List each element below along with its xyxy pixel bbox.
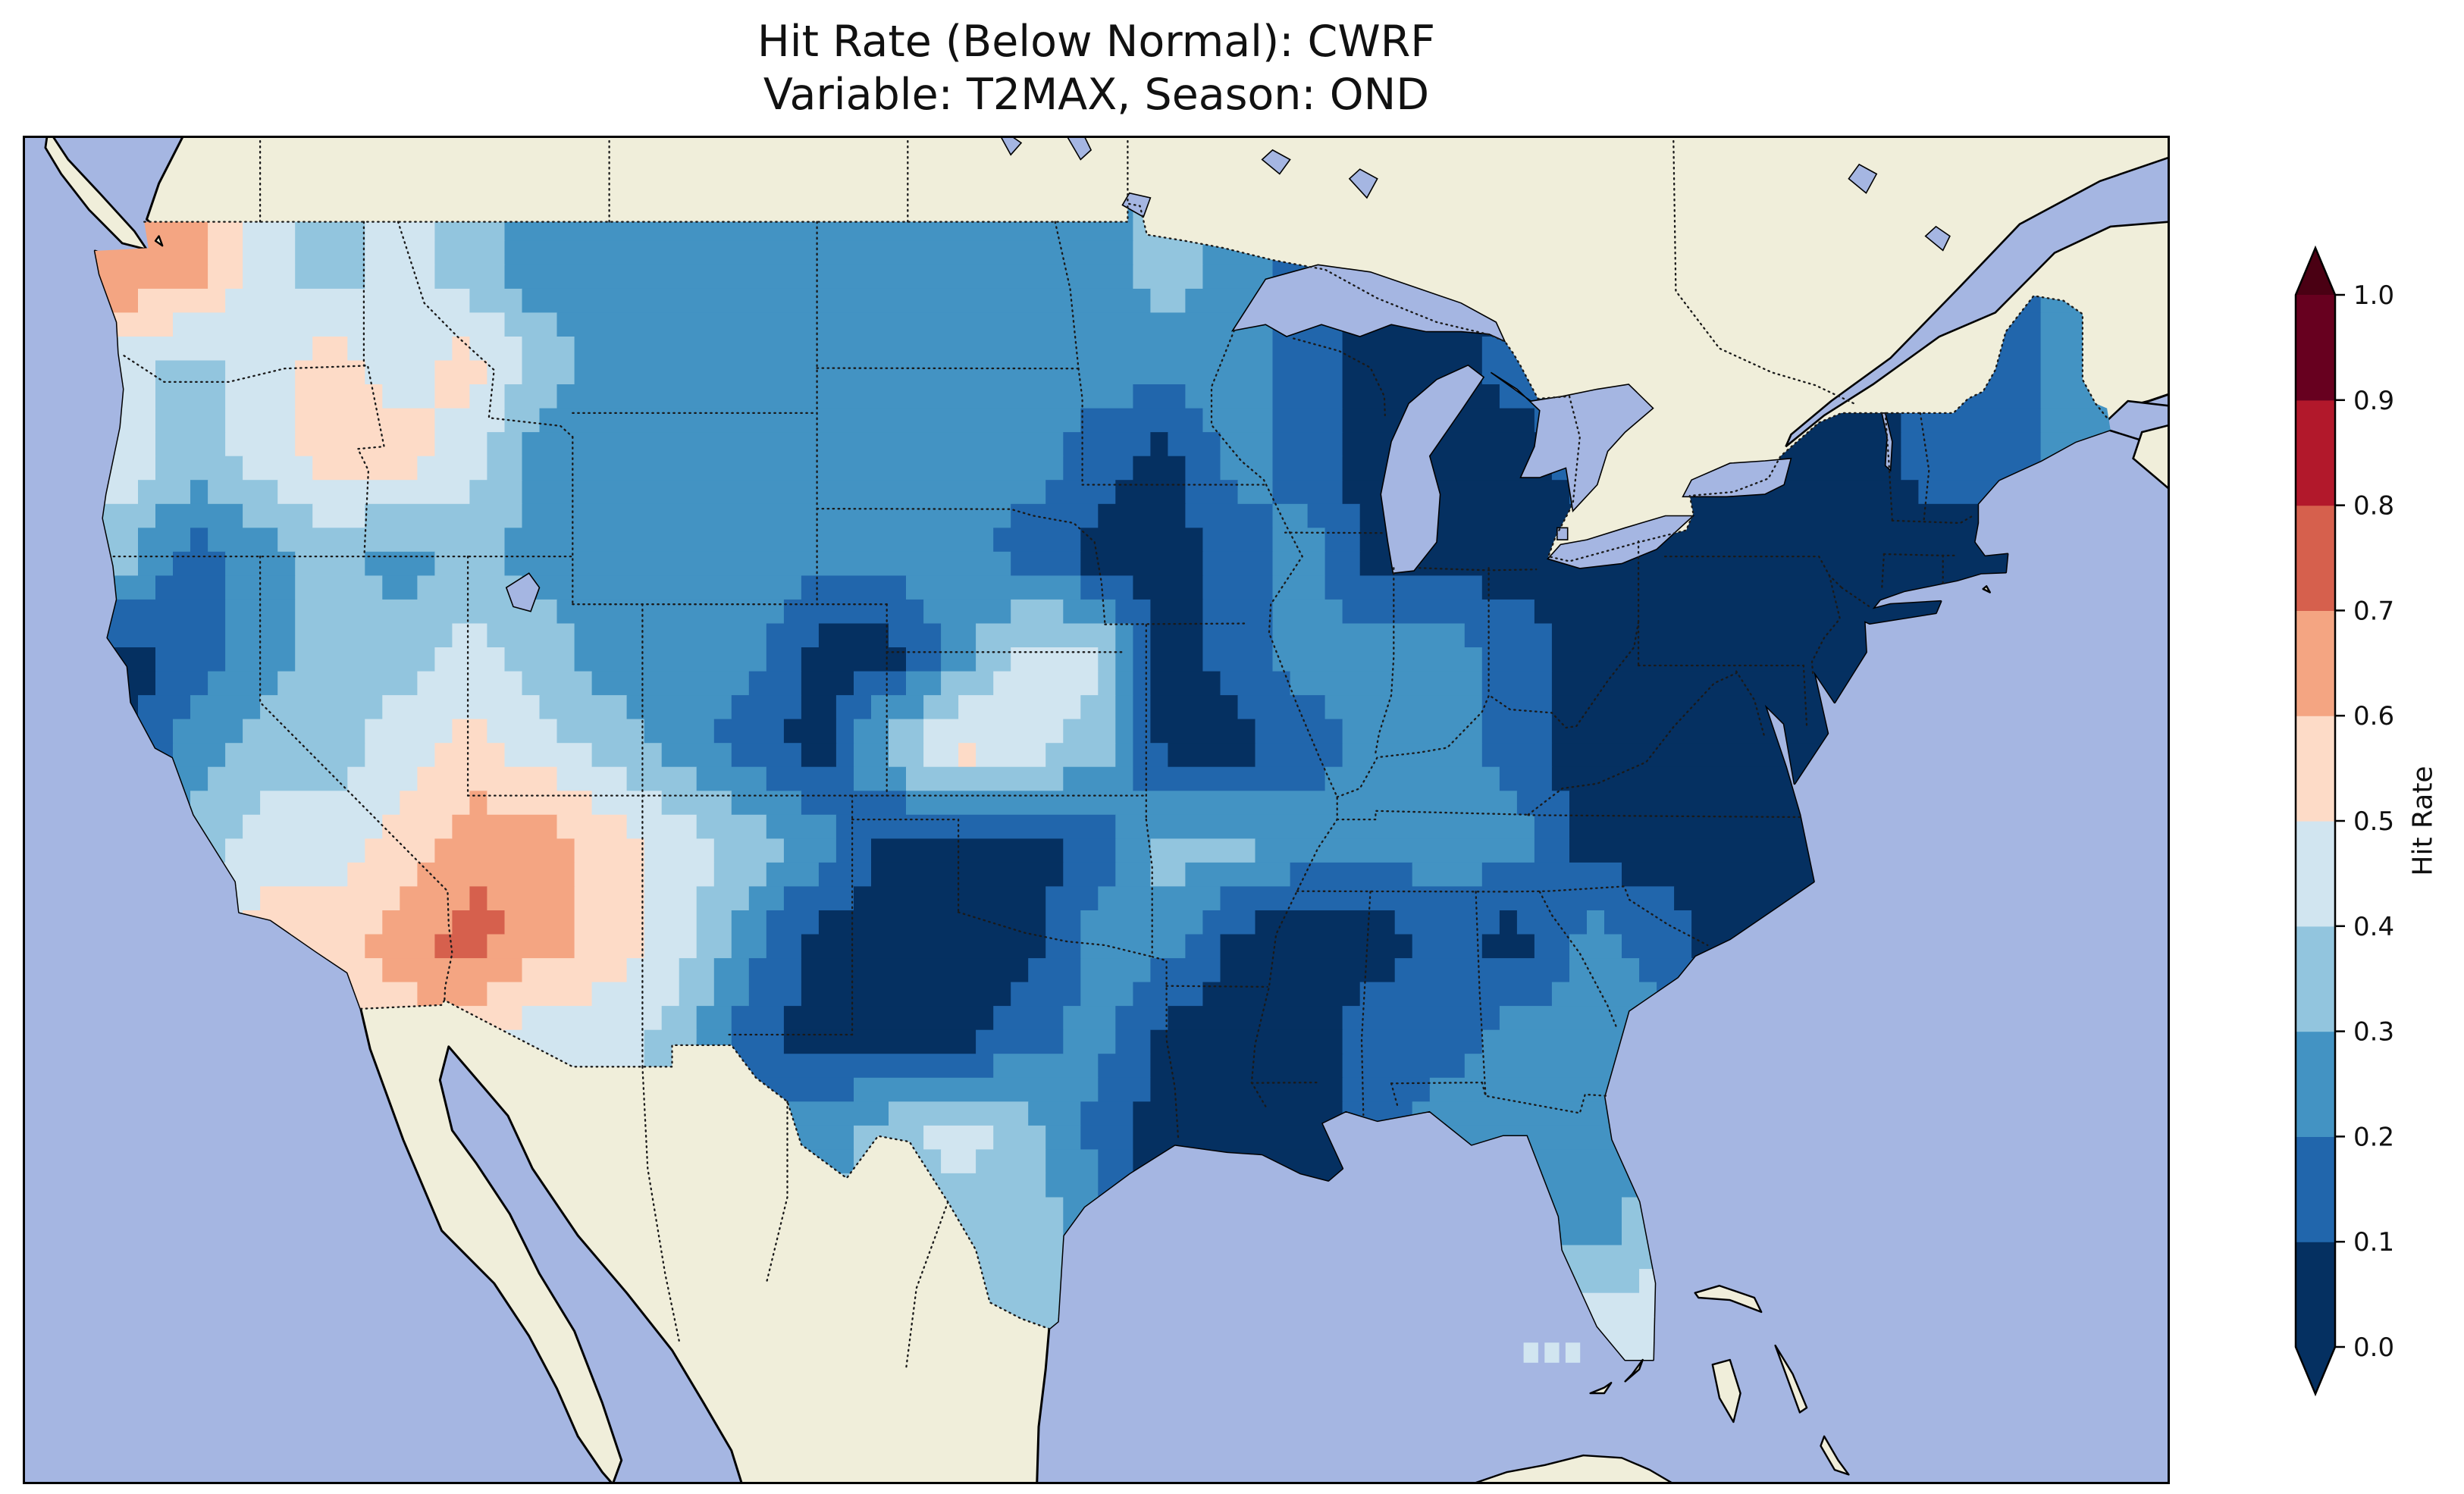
- island: [1694, 1285, 1763, 1314]
- lake: [505, 572, 541, 612]
- colorbar-segment: [2296, 1136, 2335, 1242]
- colorbar-tick-label: 0.3: [2353, 1017, 2394, 1048]
- colorbar-tick-label: 0.6: [2353, 701, 2394, 731]
- lake: [1348, 168, 1378, 199]
- vancouver-island: [44, 136, 149, 252]
- state-borders: [112, 221, 1976, 1141]
- colorbar-tick-label: 0.5: [2353, 807, 2394, 837]
- island: [1589, 1382, 1613, 1395]
- lake: [1924, 225, 1951, 252]
- figure-title-line2: Variable: T2MAX, Season: OND: [763, 70, 1430, 120]
- colorbar-segment: [2296, 926, 2335, 1032]
- colorbar-segment: [2296, 505, 2335, 611]
- offshore-data-cell: [1523, 1342, 1538, 1363]
- colorbar-segment: [2296, 1031, 2335, 1137]
- colorbar-tick-label: 0.1: [2353, 1227, 2394, 1258]
- us-mexico-border: [359, 999, 1050, 1330]
- colorbar: 0.0 0.1 0.2 0.3 0.4 0.5 0.6 0.7 0.8 0.9 1.0: [2274, 227, 2464, 1440]
- island: [1624, 1358, 1644, 1383]
- colorbar-tick-label: 1.0: [2353, 280, 2394, 311]
- colorbar-over-arrow: [2296, 248, 2335, 295]
- lake: [1848, 163, 1878, 194]
- lake: [1380, 364, 1485, 575]
- island: [1820, 1435, 1850, 1476]
- colorbar-segment: [2296, 399, 2335, 506]
- colorbar-tick-label: 0.0: [2353, 1333, 2394, 1363]
- figure-title-line1: Hit Rate (Below Normal): CWRF: [757, 17, 1436, 67]
- colorbar-tick-label: 0.9: [2353, 386, 2394, 416]
- us-canada-border: [143, 202, 2108, 562]
- island: [1470, 1454, 1676, 1484]
- colorbar-segment: [2296, 716, 2335, 822]
- colorbar-segment: [2296, 1242, 2335, 1348]
- lake: [1261, 149, 1291, 175]
- lake: [1682, 457, 1792, 498]
- colorbar-tick-label: 0.7: [2353, 596, 2394, 626]
- colorbar-segment: [2296, 610, 2335, 716]
- colorbar-axis-label: Hit Rate: [2407, 766, 2439, 876]
- map-panel: [23, 136, 2170, 1484]
- lake: [1065, 136, 1092, 161]
- island: [154, 235, 164, 247]
- colorbar-tick-label: 0.2: [2353, 1122, 2394, 1152]
- colorbar-tick-label: 0.4: [2353, 912, 2394, 942]
- island: [1982, 585, 1991, 594]
- offshore-data-cell: [1544, 1342, 1560, 1363]
- map-frame: [23, 136, 2170, 1484]
- lake: [1121, 192, 1152, 218]
- colorbar-segment: [2296, 295, 2335, 401]
- nova-scotia: [2132, 424, 2170, 491]
- country-borders: [143, 136, 2108, 1370]
- us-hit-rate-map: [23, 136, 2170, 1484]
- island: [1774, 1344, 1808, 1414]
- lake: [1490, 371, 1654, 512]
- colorbar-under-arrow: [2296, 1347, 2335, 1394]
- colorbar-tick-label: 0.8: [2353, 491, 2394, 521]
- colorbar-svg: 0.0 0.1 0.2 0.3 0.4 0.5 0.6 0.7 0.8 0.9 1.0: [2294, 245, 2394, 1397]
- lake: [999, 136, 1023, 156]
- colorbar-segment: [2296, 821, 2335, 927]
- lake: [1546, 515, 1695, 569]
- island: [1711, 1358, 1741, 1424]
- offshore-data-cell: [1565, 1342, 1581, 1363]
- gulf-of-st-lawrence: [1785, 156, 2170, 448]
